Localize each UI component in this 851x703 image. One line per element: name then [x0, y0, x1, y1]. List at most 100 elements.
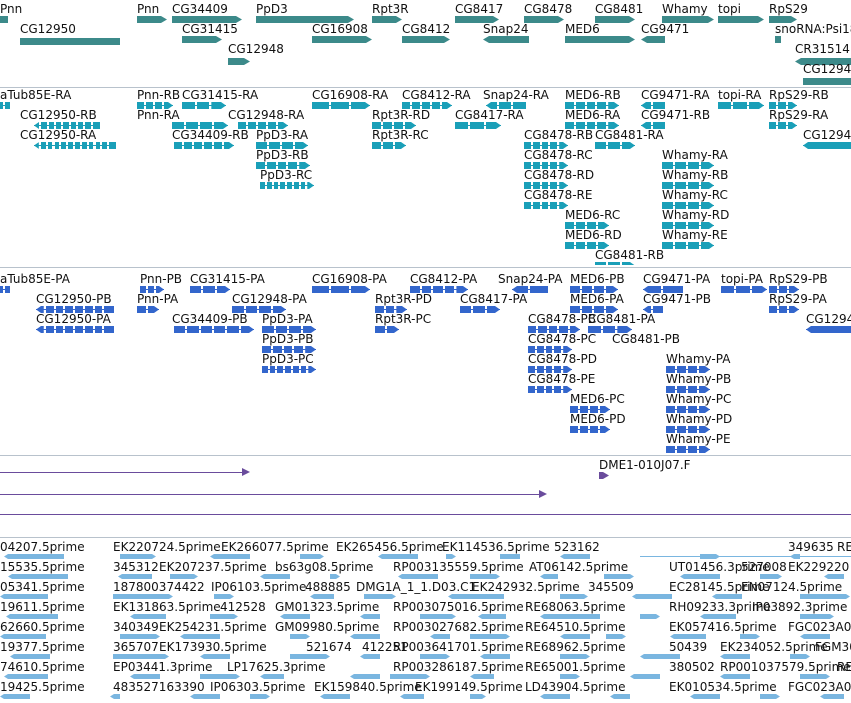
transcript-glyph[interactable] — [570, 286, 618, 293]
transcript-label[interactable]: CG8412-RA — [402, 88, 471, 102]
est-glyph[interactable] — [712, 594, 742, 599]
gene-label[interactable]: CG8412 — [402, 22, 451, 36]
protein-label[interactable]: PpD3-PA — [262, 312, 313, 326]
transcript-glyph[interactable] — [666, 386, 710, 393]
est-label[interactable]: EK114536.5prime — [442, 540, 550, 554]
transcript-glyph[interactable] — [174, 142, 234, 149]
gene-label[interactable]: CG12950 — [20, 22, 76, 36]
est-glyph[interactable] — [690, 694, 720, 699]
transcript-glyph[interactable] — [721, 286, 767, 293]
est-glyph[interactable] — [740, 634, 760, 639]
est-glyph[interactable] — [280, 614, 310, 619]
transcript-glyph[interactable] — [769, 122, 797, 129]
est-label[interactable]: EK229220 — [788, 560, 850, 574]
transcript-glyph[interactable] — [262, 366, 316, 373]
est-glyph[interactable] — [180, 634, 220, 639]
protein-label[interactable]: MED6-PB — [570, 272, 625, 286]
est-glyph[interactable] — [320, 694, 350, 699]
transcript-label[interactable]: Whamy-RD — [662, 208, 730, 222]
est-label[interactable]: LP17625.3prime — [227, 660, 326, 674]
est-glyph[interactable] — [200, 654, 230, 659]
est-glyph[interactable] — [540, 614, 600, 619]
transcript-label[interactable]: CG12948-RA — [228, 108, 305, 122]
est-label[interactable]: RE64510.5prime — [525, 620, 626, 634]
protein-label[interactable]: PpD3-PC — [262, 352, 314, 366]
est-glyph[interactable] — [640, 614, 660, 619]
est-label[interactable]: RE68962.5prime — [525, 640, 626, 654]
est-label[interactable]: EC28145.5prime — [669, 580, 770, 594]
est-label[interactable]: EN07124.5prime — [741, 580, 843, 594]
gene-glyph[interactable] — [595, 16, 635, 23]
gene-glyph[interactable] — [803, 78, 851, 85]
protein-label[interactable]: MED6-PC — [570, 392, 625, 406]
est-glyph[interactable] — [430, 634, 450, 639]
est-label[interactable]: IP03892.3prime — [752, 600, 848, 614]
transcript-label[interactable]: CG34409-RB — [172, 128, 249, 142]
transcript-glyph[interactable] — [372, 142, 406, 149]
est-label[interactable]: 345312 — [113, 560, 159, 574]
est-label[interactable]: 345509 — [588, 580, 634, 594]
est-label[interactable]: 187800374422 — [113, 580, 205, 594]
transcript-glyph[interactable] — [643, 306, 663, 313]
protein-label[interactable]: PpD3-PB — [262, 332, 314, 346]
est-label[interactable]: IP06103.5prime — [211, 580, 307, 594]
protein-label[interactable]: CG8481-PA — [588, 312, 656, 326]
gene-label[interactable]: CG8478 — [524, 2, 573, 16]
est-glyph[interactable] — [170, 574, 198, 579]
transcript-glyph[interactable] — [570, 406, 610, 413]
protein-label[interactable]: CG31415-PA — [190, 272, 265, 286]
est-glyph[interactable] — [4, 554, 64, 559]
est-glyph[interactable] — [560, 594, 588, 599]
transcript-glyph[interactable] — [570, 426, 610, 433]
transcript-glyph[interactable] — [524, 142, 568, 149]
est-glyph[interactable] — [120, 554, 156, 559]
protein-label[interactable]: topi-PA — [721, 272, 764, 286]
protein-label[interactable]: Pnn-PB — [140, 272, 183, 286]
est-glyph[interactable] — [680, 574, 720, 579]
est-label[interactable]: bs63g08.5prime — [275, 560, 374, 574]
est-glyph[interactable] — [610, 694, 630, 699]
est-glyph[interactable] — [390, 674, 430, 679]
est-label[interactable]: EK207237.5prime — [159, 560, 267, 574]
protein-label[interactable]: Snap24-PA — [498, 272, 563, 286]
feature-span[interactable] — [0, 514, 851, 515]
transcript-glyph[interactable] — [662, 162, 714, 169]
est-label[interactable]: EK234052.5prime — [720, 640, 828, 654]
est-glyph[interactable] — [760, 574, 782, 579]
gene-label[interactable]: MED6 — [565, 22, 600, 36]
est-glyph[interactable] — [632, 594, 672, 599]
est-glyph[interactable] — [250, 694, 270, 699]
est-label[interactable]: RH09233.3prime — [669, 600, 771, 614]
est-glyph[interactable] — [210, 614, 238, 619]
est-glyph[interactable] — [200, 674, 240, 679]
gene-label[interactable]: RpS29 — [769, 2, 808, 16]
est-glyph[interactable] — [720, 674, 750, 679]
gene-glyph[interactable] — [524, 16, 564, 23]
protein-label[interactable]: Whamy-PD — [666, 412, 733, 426]
transcript-label[interactable]: Whamy-RB — [662, 168, 729, 182]
transcript-glyph[interactable] — [528, 326, 580, 333]
transcript-glyph[interactable] — [666, 406, 710, 413]
est-label[interactable]: EK131863.5prime — [113, 600, 221, 614]
transcript-glyph[interactable] — [595, 142, 635, 149]
transcript-label[interactable]: topi-RA — [718, 88, 762, 102]
est-label[interactable]: UT01456.3prime — [669, 560, 770, 574]
protein-label[interactable]: CG12950-PB — [36, 292, 112, 306]
est-label[interactable]: EK254231.5prime — [159, 620, 267, 634]
transcript-label[interactable]: CG16908-RA — [312, 88, 389, 102]
est-label[interactable]: IP06303.5prime — [210, 680, 306, 694]
protein-label[interactable]: RpS29-PA — [769, 292, 827, 306]
transcript-glyph[interactable] — [140, 286, 164, 293]
protein-label[interactable]: aTub85E-PA — [0, 272, 70, 286]
gene-label[interactable]: CG12948 — [228, 42, 284, 56]
est-label[interactable]: EK010534.5prime — [669, 680, 777, 694]
est-glyph[interactable] — [190, 694, 220, 699]
est-glyph[interactable] — [470, 694, 486, 699]
protein-label[interactable]: CG12948-PA — [232, 292, 307, 306]
est-label[interactable]: EK057416.5prime — [669, 620, 777, 634]
gene-label[interactable]: Rpt3R — [372, 2, 409, 16]
transcript-glyph[interactable] — [460, 306, 500, 313]
feature-glyph[interactable] — [599, 472, 609, 479]
est-label[interactable]: 349635 — [788, 540, 834, 554]
transcript-label[interactable]: MED6-RD — [565, 228, 622, 242]
